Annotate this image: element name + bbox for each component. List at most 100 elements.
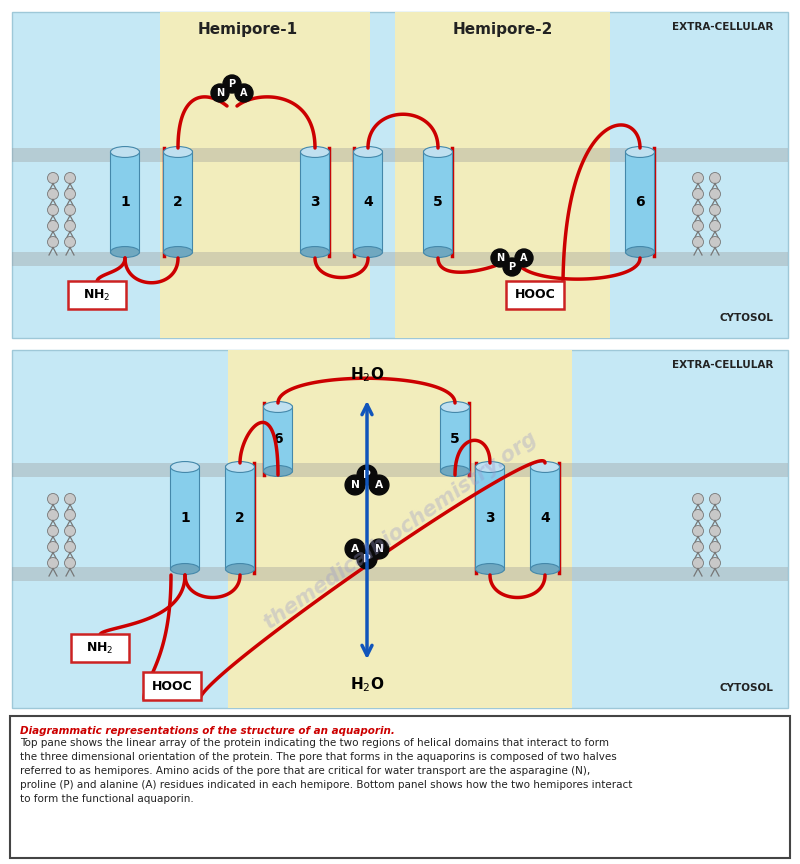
Ellipse shape <box>626 246 654 257</box>
Text: EXTRA-CELLULAR: EXTRA-CELLULAR <box>672 360 773 370</box>
Circle shape <box>65 173 75 183</box>
Text: 2: 2 <box>173 195 183 209</box>
Circle shape <box>503 258 521 276</box>
Text: 4: 4 <box>540 511 550 525</box>
Text: A: A <box>240 88 248 98</box>
Circle shape <box>47 525 58 537</box>
Ellipse shape <box>110 246 139 257</box>
FancyBboxPatch shape <box>423 150 453 253</box>
FancyBboxPatch shape <box>170 466 199 570</box>
Ellipse shape <box>626 147 654 157</box>
Text: NH$_2$: NH$_2$ <box>86 640 114 656</box>
FancyBboxPatch shape <box>163 150 193 253</box>
FancyBboxPatch shape <box>263 405 293 473</box>
Text: Diagrammatic representations of the structure of an aquaporin.: Diagrammatic representations of the stru… <box>20 726 395 736</box>
Circle shape <box>693 493 703 505</box>
Ellipse shape <box>475 461 505 473</box>
Bar <box>12 12 788 338</box>
Text: P: P <box>363 470 371 480</box>
Circle shape <box>345 475 365 495</box>
Circle shape <box>491 249 509 267</box>
Text: P: P <box>509 262 515 272</box>
Circle shape <box>693 173 703 183</box>
Circle shape <box>693 557 703 569</box>
Text: themedicalbiochemistry.org: themedicalbiochemistry.org <box>259 428 541 632</box>
Text: Hemipore-2: Hemipore-2 <box>453 22 553 37</box>
Circle shape <box>65 188 75 200</box>
Text: 3: 3 <box>485 511 495 525</box>
Text: 5: 5 <box>450 432 460 446</box>
Circle shape <box>65 557 75 569</box>
Circle shape <box>710 188 721 200</box>
Ellipse shape <box>263 402 293 412</box>
Text: EXTRA-CELLULAR: EXTRA-CELLULAR <box>672 22 773 32</box>
FancyBboxPatch shape <box>506 281 564 309</box>
Bar <box>12 463 788 477</box>
Circle shape <box>65 542 75 552</box>
Circle shape <box>710 237 721 247</box>
Circle shape <box>65 205 75 215</box>
Ellipse shape <box>475 563 505 575</box>
FancyBboxPatch shape <box>71 634 129 662</box>
Circle shape <box>693 237 703 247</box>
Text: HOOC: HOOC <box>152 679 192 693</box>
Circle shape <box>47 188 58 200</box>
Text: N: N <box>374 544 383 554</box>
Circle shape <box>357 465 377 485</box>
Text: Top pane shows the linear array of the protein indicating the two regions of hel: Top pane shows the linear array of the p… <box>20 738 632 804</box>
Ellipse shape <box>263 466 293 476</box>
Ellipse shape <box>301 147 330 157</box>
Text: A: A <box>375 480 383 490</box>
Text: 6: 6 <box>273 432 283 446</box>
Circle shape <box>211 84 229 102</box>
FancyBboxPatch shape <box>354 150 382 253</box>
Bar <box>12 252 788 266</box>
Circle shape <box>515 249 533 267</box>
Ellipse shape <box>423 246 453 257</box>
Ellipse shape <box>170 461 199 473</box>
Ellipse shape <box>163 147 193 157</box>
Text: A: A <box>351 544 359 554</box>
Text: N: N <box>216 88 224 98</box>
Text: HOOC: HOOC <box>514 289 555 302</box>
Ellipse shape <box>163 246 193 257</box>
FancyBboxPatch shape <box>441 405 470 473</box>
Text: 3: 3 <box>310 195 320 209</box>
Circle shape <box>369 475 389 495</box>
Circle shape <box>345 539 365 559</box>
Text: N: N <box>496 253 504 263</box>
Text: A: A <box>520 253 528 263</box>
Circle shape <box>65 493 75 505</box>
Circle shape <box>710 220 721 232</box>
Circle shape <box>47 510 58 520</box>
Circle shape <box>710 525 721 537</box>
Circle shape <box>47 542 58 552</box>
Circle shape <box>693 220 703 232</box>
Ellipse shape <box>301 246 330 257</box>
FancyBboxPatch shape <box>301 150 330 253</box>
Text: CYTOSOL: CYTOSOL <box>719 683 773 693</box>
Ellipse shape <box>226 461 254 473</box>
Ellipse shape <box>170 563 199 575</box>
Text: 5: 5 <box>433 195 443 209</box>
Text: 1: 1 <box>180 511 190 525</box>
Text: H$_2$O: H$_2$O <box>350 675 384 694</box>
Circle shape <box>710 557 721 569</box>
Circle shape <box>710 542 721 552</box>
Ellipse shape <box>354 147 382 157</box>
FancyBboxPatch shape <box>530 466 559 570</box>
Ellipse shape <box>441 402 470 412</box>
Text: Hemipore-1: Hemipore-1 <box>198 22 298 37</box>
FancyBboxPatch shape <box>143 672 201 700</box>
Circle shape <box>65 510 75 520</box>
Circle shape <box>710 205 721 215</box>
Bar <box>160 12 370 338</box>
Text: 2: 2 <box>235 511 245 525</box>
Bar <box>228 350 572 708</box>
Circle shape <box>235 84 253 102</box>
Text: 6: 6 <box>635 195 645 209</box>
Ellipse shape <box>226 563 254 575</box>
Ellipse shape <box>530 461 559 473</box>
Circle shape <box>693 510 703 520</box>
Ellipse shape <box>441 466 470 476</box>
